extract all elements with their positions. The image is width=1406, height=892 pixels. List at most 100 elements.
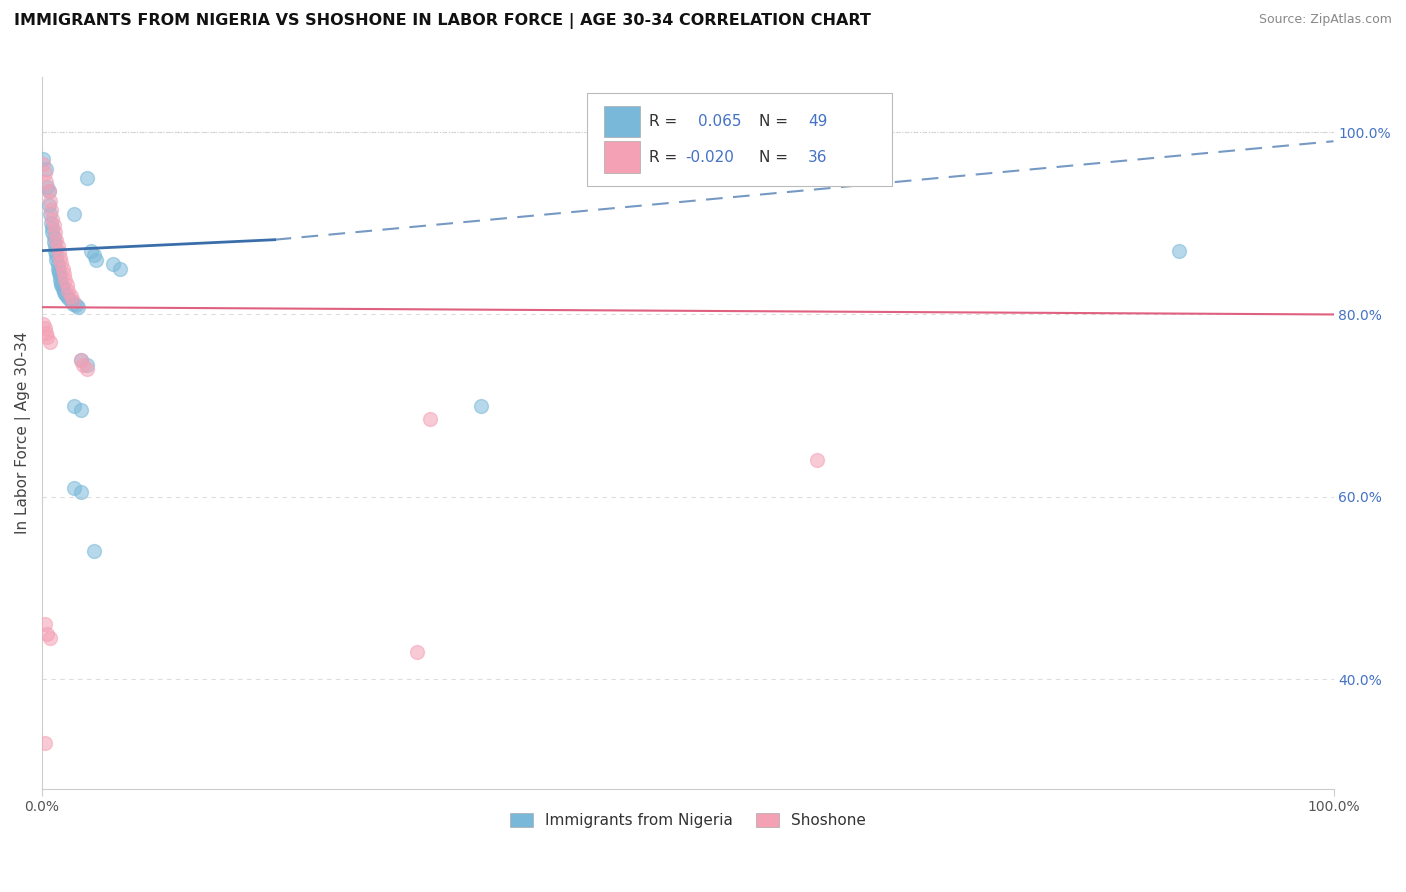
Point	[46, 261, 69, 276]
Point	[39, 216, 62, 230]
Point	[63, 207, 86, 221]
Point	[34, 617, 56, 632]
Point	[62, 296, 84, 310]
Point	[48, 245, 70, 260]
Point	[53, 287, 76, 301]
Point	[49, 251, 72, 265]
Point	[59, 293, 82, 308]
Point	[55, 278, 77, 293]
Text: -0.020: -0.020	[685, 150, 734, 165]
Point	[86, 252, 108, 267]
Point	[32, 153, 55, 167]
Point	[46, 239, 69, 253]
Legend: Immigrants from Nigeria, Shoshone: Immigrants from Nigeria, Shoshone	[503, 807, 872, 834]
Point	[70, 353, 93, 368]
Point	[1167, 244, 1189, 258]
Text: 0.065: 0.065	[699, 114, 741, 129]
Point	[38, 198, 60, 212]
Text: N =: N =	[759, 114, 793, 129]
Point	[70, 485, 93, 500]
Point	[76, 358, 98, 372]
Point	[67, 300, 90, 314]
Point	[76, 362, 98, 376]
Text: 49: 49	[808, 114, 827, 129]
Point	[418, 412, 440, 426]
Text: Source: ZipAtlas.com: Source: ZipAtlas.com	[1258, 13, 1392, 27]
Point	[806, 453, 828, 467]
Point	[35, 175, 58, 189]
Point	[38, 334, 60, 349]
Point	[44, 239, 66, 253]
Point	[72, 358, 94, 372]
Point	[53, 285, 76, 299]
FancyBboxPatch shape	[588, 93, 891, 186]
Point	[49, 273, 72, 287]
Point	[52, 280, 75, 294]
Point	[44, 226, 66, 240]
Point	[45, 233, 67, 247]
Point	[470, 399, 492, 413]
Point	[35, 326, 58, 340]
Point	[37, 626, 59, 640]
Point	[38, 185, 60, 199]
Point	[80, 244, 103, 258]
Point	[41, 211, 63, 226]
Point	[55, 289, 77, 303]
Point	[42, 230, 65, 244]
Point	[108, 261, 131, 276]
Point	[62, 293, 84, 308]
Point	[34, 736, 56, 750]
Point	[42, 235, 65, 249]
Point	[37, 179, 59, 194]
Text: N =: N =	[759, 150, 793, 165]
Point	[35, 161, 58, 176]
Point	[46, 257, 69, 271]
Point	[53, 273, 76, 287]
Point	[42, 218, 65, 232]
Text: 36: 36	[808, 150, 827, 165]
Point	[53, 268, 76, 282]
Point	[51, 256, 73, 270]
Point	[37, 330, 59, 344]
Point	[56, 284, 79, 298]
Point	[83, 248, 105, 262]
Point	[76, 170, 98, 185]
Point	[34, 166, 56, 180]
Point	[405, 645, 427, 659]
Point	[51, 278, 73, 293]
Point	[41, 220, 63, 235]
Point	[32, 317, 55, 331]
Point	[34, 321, 56, 335]
Point	[38, 194, 60, 208]
Y-axis label: In Labor Force | Age 30-34: In Labor Force | Age 30-34	[15, 332, 31, 534]
Point	[45, 252, 67, 267]
FancyBboxPatch shape	[603, 106, 640, 137]
Point	[38, 185, 60, 199]
Point	[38, 631, 60, 645]
Text: R =: R =	[650, 150, 682, 165]
Point	[83, 544, 105, 558]
Point	[65, 298, 87, 312]
Point	[49, 269, 72, 284]
Point	[59, 289, 82, 303]
Point	[32, 157, 55, 171]
Point	[101, 257, 124, 271]
FancyBboxPatch shape	[603, 142, 640, 173]
Point	[63, 481, 86, 495]
Point	[63, 399, 86, 413]
Point	[41, 226, 63, 240]
Point	[52, 282, 75, 296]
Point	[44, 244, 66, 258]
Point	[52, 261, 75, 276]
Point	[48, 267, 70, 281]
Text: R =: R =	[650, 114, 682, 129]
Point	[39, 202, 62, 217]
Point	[51, 276, 73, 290]
Point	[70, 353, 93, 368]
Point	[45, 248, 67, 262]
Point	[48, 263, 70, 277]
Point	[70, 403, 93, 417]
Point	[56, 291, 79, 305]
Text: IMMIGRANTS FROM NIGERIA VS SHOSHONE IN LABOR FORCE | AGE 30-34 CORRELATION CHART: IMMIGRANTS FROM NIGERIA VS SHOSHONE IN L…	[14, 13, 870, 29]
Point	[38, 207, 60, 221]
